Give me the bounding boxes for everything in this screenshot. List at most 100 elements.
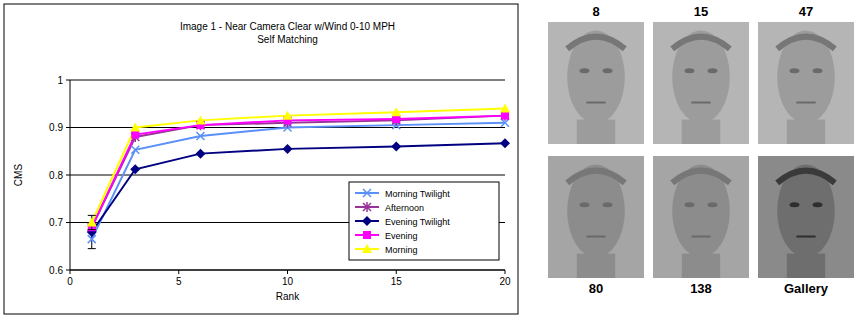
y-axis	[70, 80, 71, 270]
x-tick-label: 15	[391, 276, 403, 287]
marker	[131, 131, 139, 139]
legend-marker	[363, 189, 371, 197]
x-tick-label: 0	[67, 276, 73, 287]
marker	[197, 132, 205, 140]
y-tick	[66, 270, 70, 271]
legend-box	[349, 182, 499, 260]
eye-shape	[684, 68, 694, 73]
neck-shape	[787, 120, 825, 144]
neck-shape	[577, 254, 615, 278]
marker	[391, 107, 401, 116]
image-ground	[653, 156, 749, 278]
y-tick-label: 0.6	[49, 265, 63, 276]
y-tick-label: 0.8	[49, 170, 63, 181]
legend-label: Afternoon	[385, 203, 424, 213]
marker	[130, 164, 140, 174]
image-ground	[758, 22, 854, 144]
chart-title: Image 1 - Near Camera Clear w/Wind 0-10 …	[180, 21, 395, 32]
marker	[283, 111, 293, 120]
y-tick-label: 0.7	[49, 217, 63, 228]
y-tick	[66, 127, 70, 128]
mouth-shape	[796, 102, 815, 104]
x-axis-title: Rank	[276, 291, 300, 302]
marker	[500, 104, 510, 113]
mouth-shape	[586, 236, 605, 238]
hair-shape	[672, 171, 730, 183]
legend-label: Evening Twilight	[385, 217, 450, 227]
hair-shape	[777, 171, 835, 183]
y-tick-label: 0.9	[49, 122, 63, 133]
image-label: 138	[690, 281, 712, 296]
eye-shape	[708, 68, 718, 73]
hair-shape	[567, 37, 625, 49]
grid-line	[70, 175, 505, 176]
marker	[196, 115, 206, 124]
eye-shape	[813, 68, 823, 73]
y-tick	[66, 80, 70, 81]
marker	[392, 115, 400, 125]
x-tick-label: 10	[282, 276, 294, 287]
y-tick	[66, 222, 70, 223]
eye-shape	[684, 202, 694, 207]
image-label: 15	[694, 4, 708, 19]
image-ground	[653, 22, 749, 144]
image-label: 47	[799, 4, 813, 19]
legend-marker	[362, 216, 372, 226]
legend-marker	[362, 244, 372, 253]
face-shape	[672, 31, 730, 124]
eye-shape	[813, 202, 823, 207]
eye-shape	[579, 68, 589, 73]
x-tick	[287, 270, 288, 274]
face-image	[653, 156, 749, 278]
face-image	[758, 22, 854, 144]
eye-shape	[603, 202, 613, 207]
marker	[283, 144, 293, 154]
face-shape	[777, 31, 835, 124]
legend: Morning TwilightAfternoonEvening Twiligh…	[349, 182, 499, 260]
page: Image 1 - Near Camera Clear w/Wind 0-10 …	[0, 0, 864, 320]
grid-line	[70, 80, 505, 81]
chart-subtitle: Self Matching	[257, 34, 318, 45]
eye-shape	[789, 68, 799, 73]
mouth-shape	[691, 236, 710, 238]
face-shape	[567, 165, 625, 258]
error-bar	[88, 215, 96, 229]
x-tick-label: 20	[499, 276, 511, 287]
face-image	[548, 22, 644, 144]
mouth-shape	[586, 102, 605, 104]
x-axis	[70, 270, 505, 271]
x-tick-label: 5	[176, 276, 182, 287]
image-label: 80	[589, 281, 603, 296]
marker	[501, 112, 509, 120]
x-tick	[70, 270, 71, 274]
face-shape	[567, 31, 625, 124]
y-tick	[66, 175, 70, 176]
marker	[87, 218, 97, 227]
eye-shape	[603, 68, 613, 73]
y-axis-title: CMS	[13, 164, 24, 187]
image-label: Gallery	[784, 281, 829, 296]
y-tick-label: 1	[57, 75, 63, 86]
legend-label: Evening	[385, 231, 418, 241]
marker	[500, 138, 510, 148]
x-tick	[178, 270, 179, 274]
series-line	[92, 143, 505, 232]
x-tick	[396, 270, 397, 274]
x-tick	[505, 270, 506, 274]
neck-shape	[682, 120, 720, 144]
mouth-shape	[691, 102, 710, 104]
marker	[196, 149, 206, 159]
face-image	[758, 156, 854, 278]
marker	[130, 123, 140, 132]
hair-shape	[777, 37, 835, 49]
legend-label: Morning	[385, 245, 418, 255]
image-ground	[548, 22, 644, 144]
hair-shape	[672, 37, 730, 49]
chart-frame	[4, 4, 518, 314]
face-image	[548, 156, 644, 278]
grid-line	[70, 270, 505, 271]
neck-shape	[577, 120, 615, 144]
neck-shape	[682, 254, 720, 278]
legend-marker	[363, 202, 371, 212]
marker	[131, 146, 139, 154]
